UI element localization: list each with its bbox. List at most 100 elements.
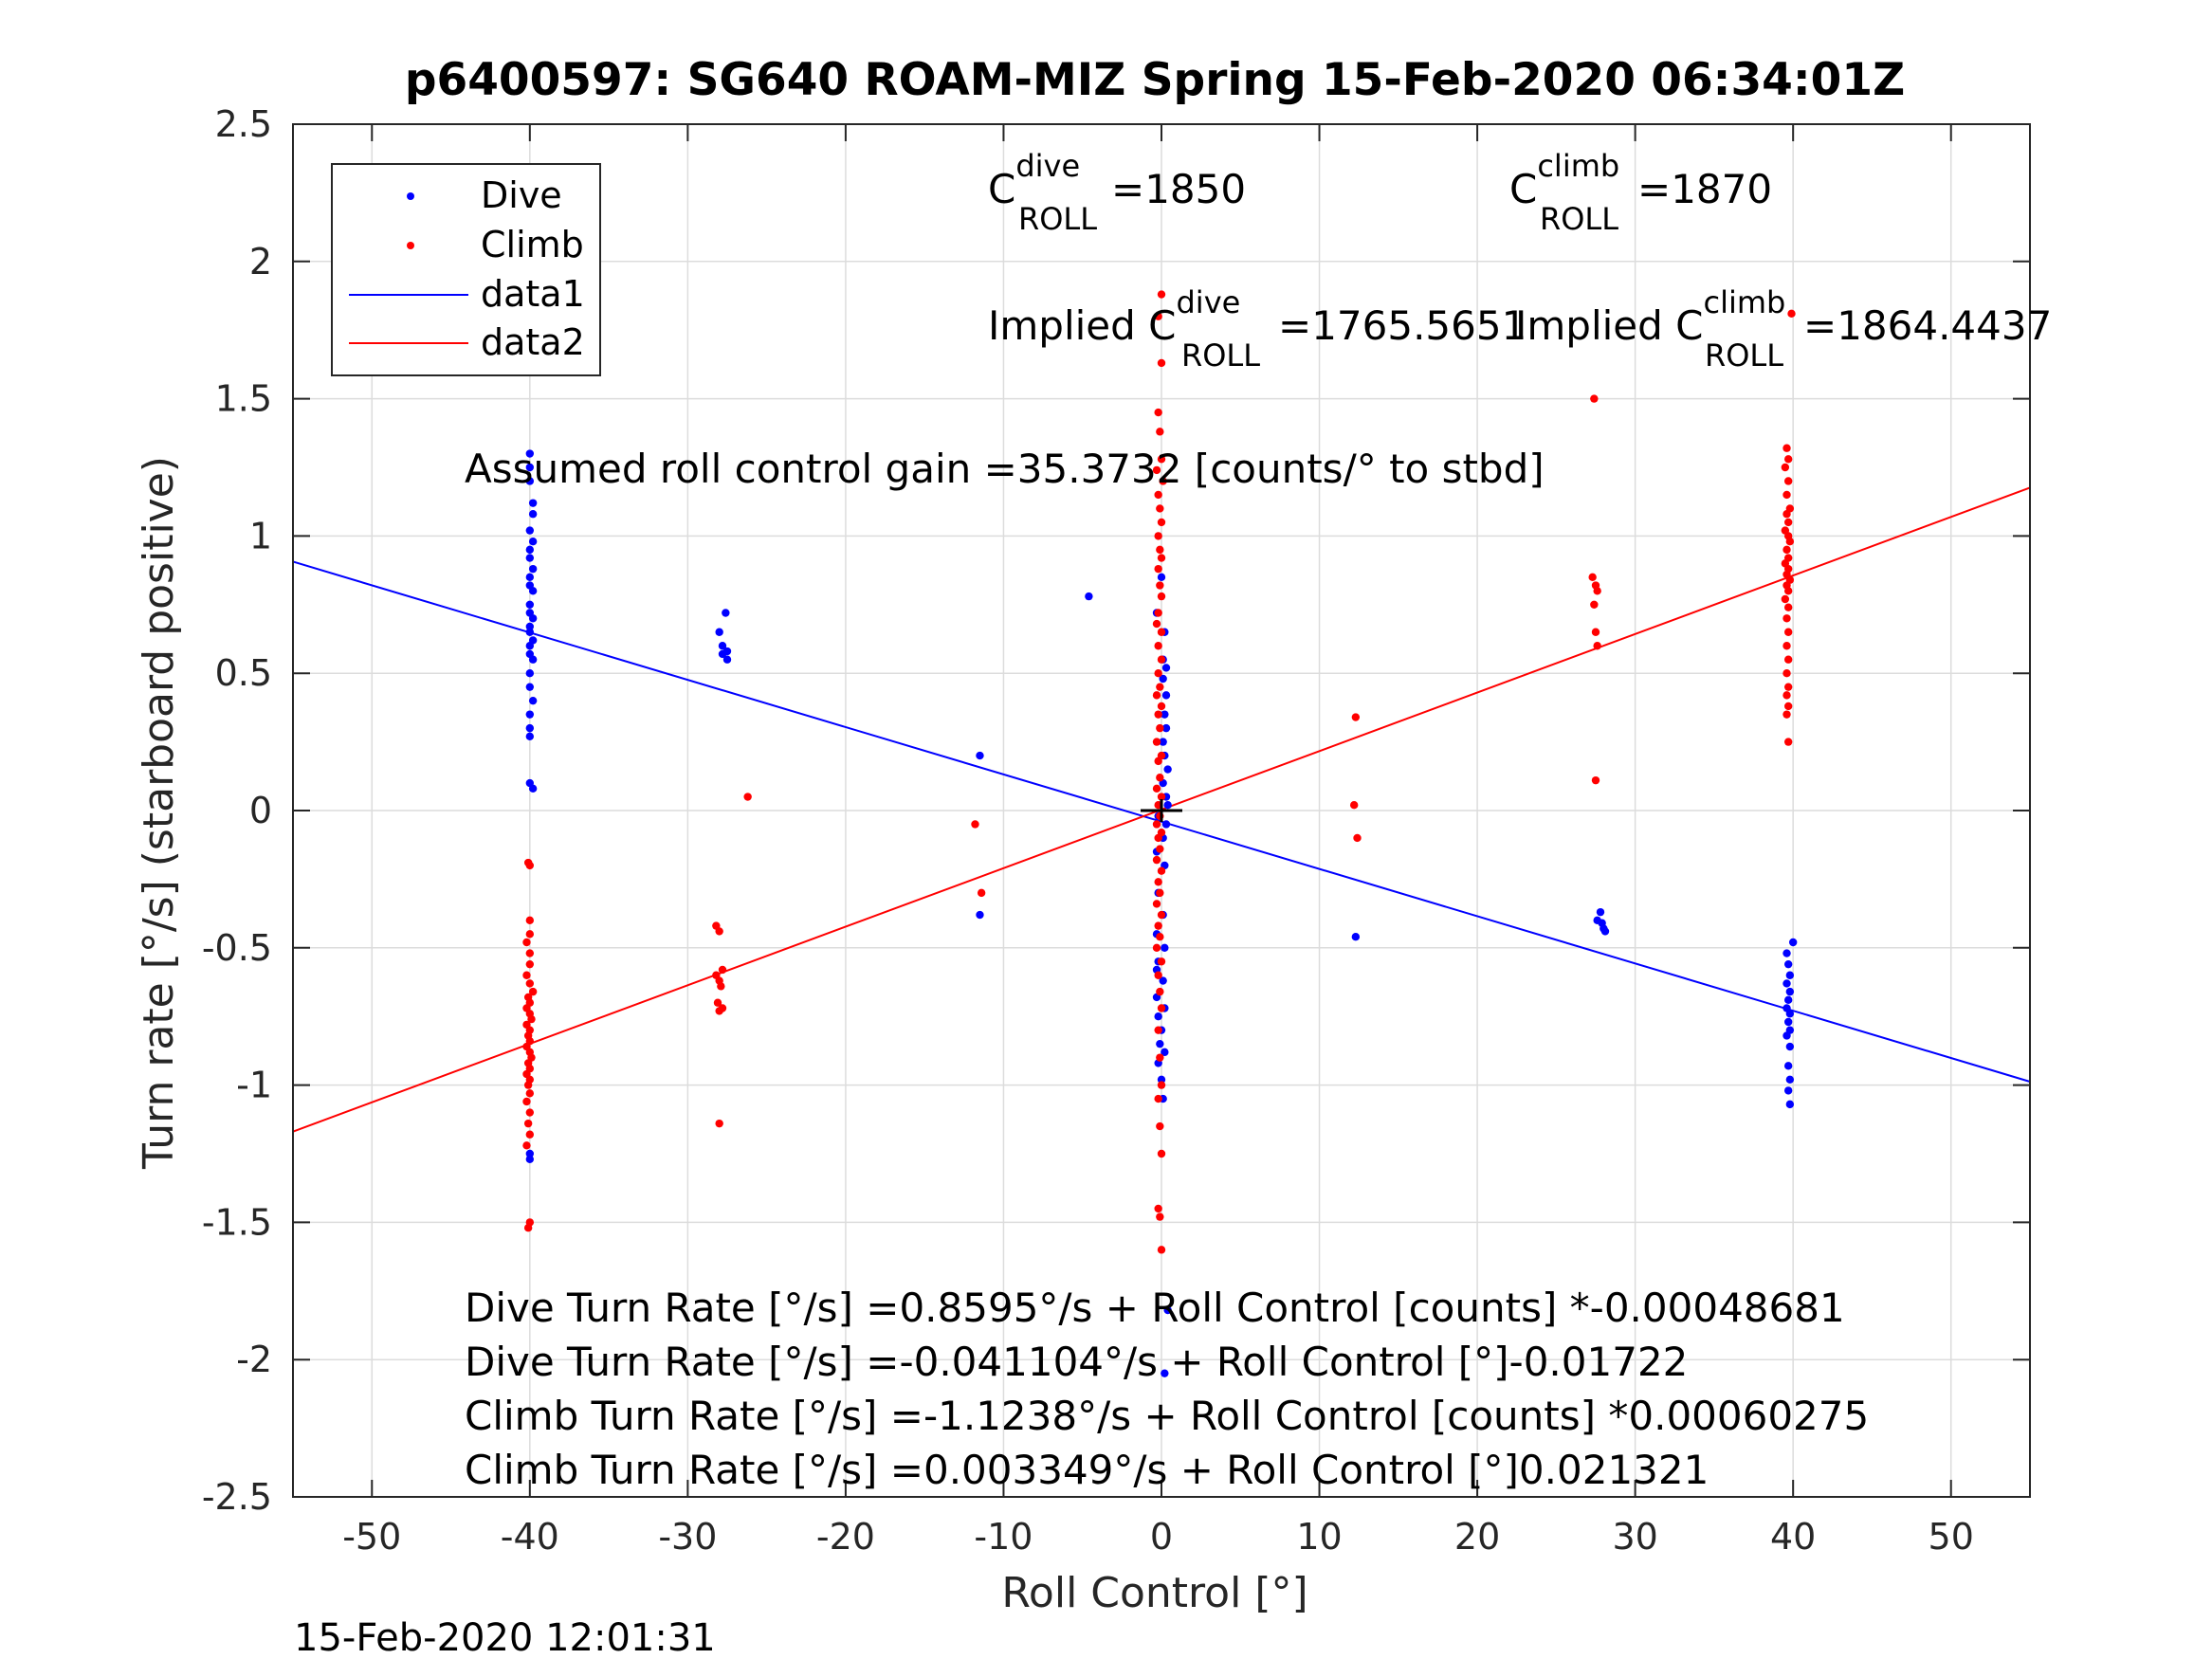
point-climb	[1783, 738, 1793, 746]
point-climb	[523, 1223, 533, 1232]
point-climb	[525, 916, 535, 925]
point-climb	[1349, 801, 1359, 810]
point-climb	[1588, 573, 1597, 582]
point-climb	[1154, 490, 1162, 500]
point-dive	[1156, 1039, 1164, 1048]
point-climb	[1783, 628, 1793, 636]
point-climb	[527, 1014, 536, 1024]
point-dive	[525, 526, 535, 535]
fit-annotation-4: Climb Turn Rate [°/s] =0.003349°/s + Rol…	[465, 1447, 1709, 1493]
point-dive	[528, 510, 538, 519]
point-climb	[1156, 845, 1164, 853]
point-dive	[718, 642, 727, 650]
point-climb	[1157, 1149, 1166, 1158]
point-climb	[1590, 600, 1599, 609]
point-dive	[528, 499, 538, 507]
point-climb	[1157, 793, 1166, 801]
y-tick-label: -2.5	[202, 1476, 272, 1518]
point-climb	[1156, 933, 1164, 941]
point-climb	[1156, 504, 1164, 513]
point-climb	[1782, 642, 1791, 650]
point-climb	[715, 927, 723, 936]
point-climb	[1781, 594, 1790, 604]
point-climb	[1152, 900, 1161, 908]
point-climb	[528, 987, 538, 996]
point-dive	[1785, 987, 1795, 996]
point-climb	[1783, 603, 1793, 611]
point-dive	[525, 545, 535, 555]
point-dive	[1785, 1042, 1795, 1051]
point-climb	[1157, 910, 1166, 920]
point-climb	[1591, 628, 1600, 636]
point-climb	[522, 1097, 531, 1106]
point-dive	[525, 1155, 535, 1163]
point-climb	[1351, 713, 1361, 721]
point-dive	[525, 710, 535, 719]
point-dive	[722, 609, 730, 617]
point-dive	[1600, 927, 1610, 936]
y-axis-label: Turn rate [°/s] (starboard positive)	[135, 456, 183, 1170]
point-climb	[1154, 1026, 1162, 1034]
x-tick-label: -40	[501, 1516, 559, 1558]
point-dive	[976, 751, 984, 760]
point-dive	[1154, 1012, 1162, 1021]
point-climb	[523, 1119, 533, 1128]
point-climb	[1154, 921, 1162, 930]
point-dive	[718, 649, 727, 659]
point-dive	[1785, 1075, 1795, 1085]
point-climb	[1783, 702, 1793, 711]
point-dive	[525, 732, 535, 741]
point-climb	[1154, 564, 1162, 574]
x-tick-label: 40	[1770, 1516, 1816, 1558]
axis-ticks	[293, 123, 2030, 1498]
legend-data2-label: data2	[481, 321, 585, 363]
point-dive	[528, 696, 538, 705]
point-climb	[1593, 642, 1601, 650]
point-climb	[1353, 833, 1362, 843]
point-climb	[525, 949, 535, 957]
point-climb	[971, 820, 979, 829]
point-dive	[1159, 976, 1167, 985]
x-tick-label: -50	[342, 1516, 401, 1558]
data-points	[522, 290, 1798, 1377]
point-climb	[1152, 738, 1161, 746]
point-dive	[1161, 820, 1171, 829]
chart-title: p6400597: SG640 ROAM-MIZ Spring 15-Feb-2…	[405, 54, 1905, 106]
point-climb	[1782, 669, 1791, 678]
point-climb	[1154, 1094, 1162, 1103]
point-dive	[528, 587, 538, 595]
point-climb	[1782, 490, 1791, 500]
point-climb	[522, 1141, 531, 1150]
y-tick-label: -0.5	[202, 927, 272, 969]
point-climb	[1156, 888, 1164, 898]
point-dive	[1159, 674, 1167, 684]
point-dive	[1161, 664, 1171, 672]
point-climb	[1154, 757, 1162, 766]
timestamp: 15-Feb-2020 12:01:31	[294, 1616, 716, 1659]
point-dive	[525, 669, 535, 678]
point-climb	[525, 1089, 535, 1098]
x-tick-label: 10	[1296, 1516, 1342, 1558]
point-climb	[1783, 655, 1793, 664]
x-axis-label: Roll Control [°]	[1001, 1569, 1307, 1617]
point-climb	[525, 979, 535, 988]
y-tick-label: 0	[249, 790, 272, 831]
point-climb	[977, 888, 986, 898]
point-climb	[525, 1130, 535, 1139]
x-tick-label: -10	[974, 1516, 1033, 1558]
point-dive	[1785, 971, 1795, 979]
point-climb	[1154, 710, 1162, 719]
point-climb	[1783, 455, 1793, 464]
point-climb	[1154, 878, 1162, 886]
point-dive	[525, 477, 535, 485]
point-dive	[525, 449, 535, 458]
point-dive	[528, 564, 538, 574]
point-climb	[1157, 628, 1166, 636]
point-dive	[722, 655, 732, 664]
point-climb	[525, 1108, 535, 1117]
point-dive	[525, 642, 535, 650]
point-climb	[1157, 455, 1166, 464]
origin-marker	[1141, 799, 1182, 822]
point-dive	[1163, 1305, 1172, 1315]
point-dive	[1783, 1062, 1793, 1070]
